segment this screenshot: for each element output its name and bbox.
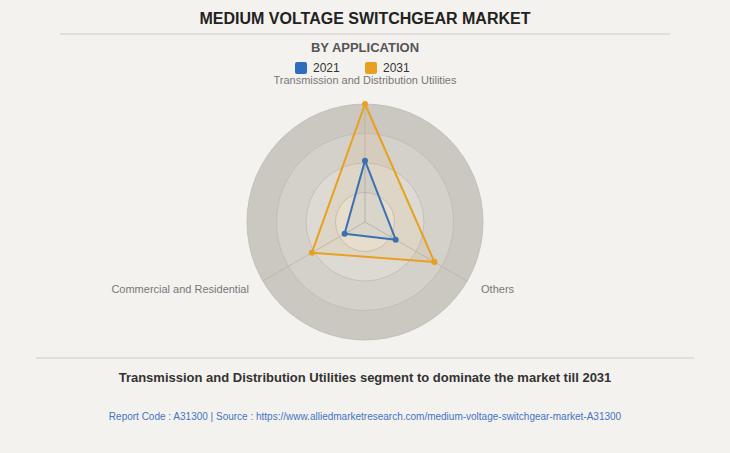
legend-label: 2021 bbox=[313, 61, 340, 75]
category-labels: Transmission and Distribution Utilities O… bbox=[111, 74, 514, 295]
category-label: Commercial and Residential bbox=[111, 283, 249, 295]
divider bbox=[36, 358, 694, 359]
series-group bbox=[309, 101, 438, 265]
series-area bbox=[312, 104, 435, 262]
background bbox=[0, 0, 730, 453]
legend-label: 2031 bbox=[383, 61, 410, 75]
subtitle: BY APPLICATION bbox=[311, 40, 419, 55]
legend-swatch bbox=[295, 62, 307, 74]
source: Report Code : A31300 | Source : https://… bbox=[109, 411, 622, 422]
legend-swatch bbox=[365, 62, 377, 74]
series-point bbox=[431, 259, 437, 265]
category-label: Transmission and Distribution Utilities bbox=[274, 74, 457, 86]
series-point bbox=[309, 250, 315, 256]
chart: MEDIUM VOLTAGE SWITCHGEAR MARKET BY APPLI… bbox=[0, 0, 730, 453]
caption: Transmission and Distribution Utilities … bbox=[119, 370, 612, 385]
category-label: Others bbox=[481, 283, 515, 295]
divider bbox=[60, 34, 670, 35]
grid-ring bbox=[247, 104, 483, 340]
grid bbox=[247, 104, 483, 340]
series-point bbox=[362, 101, 368, 107]
legend: 2021 2031 bbox=[295, 61, 410, 75]
title: MEDIUM VOLTAGE SWITCHGEAR MARKET bbox=[200, 10, 531, 27]
